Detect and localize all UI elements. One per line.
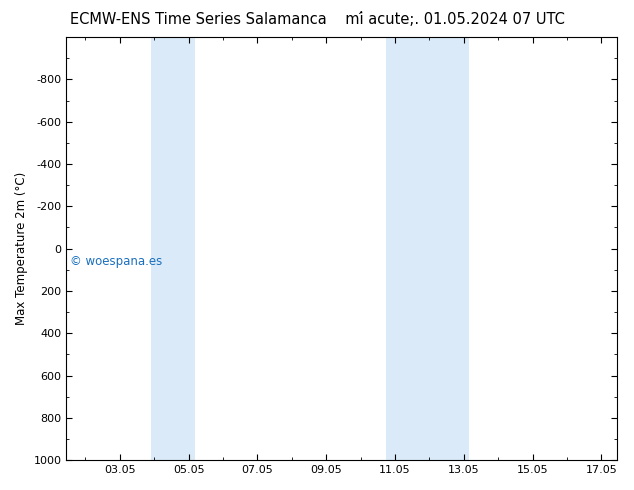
Bar bbox=[386, 37, 469, 460]
Text: ECMW-ENS Time Series Salamanca    mí acute;. 01.05.2024 07 UTC: ECMW-ENS Time Series Salamanca mí acute… bbox=[70, 12, 564, 27]
Bar bbox=[151, 37, 195, 460]
Y-axis label: Max Temperature 2m (°C): Max Temperature 2m (°C) bbox=[15, 172, 28, 325]
Text: © woespana.es: © woespana.es bbox=[70, 255, 162, 268]
